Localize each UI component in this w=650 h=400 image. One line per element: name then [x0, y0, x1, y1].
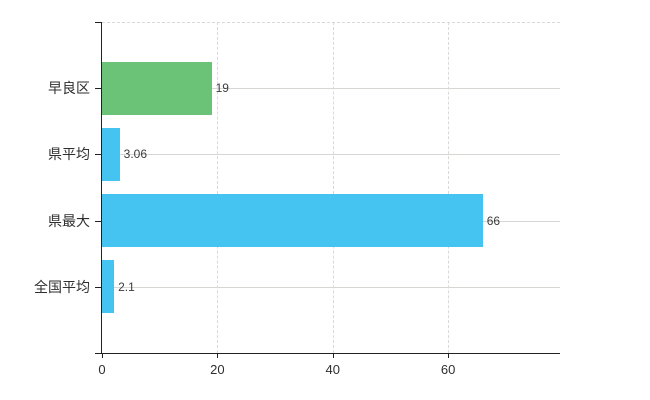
- category-label-県最大: 県最大: [48, 212, 90, 229]
- y-axis-line: [101, 22, 102, 353]
- bar-県最大: [102, 194, 483, 248]
- category-label-全国平均: 全国平均: [34, 278, 90, 295]
- horizontal-gridline: [102, 154, 560, 156]
- horizontal-gridline: [102, 88, 560, 90]
- bar-value-label: 3.06: [123, 147, 147, 162]
- x-tick-label: 20: [210, 362, 225, 377]
- x-tick-label: 60: [440, 362, 456, 377]
- bar-県平均: [102, 127, 120, 181]
- x-axis-tick: [448, 353, 450, 358]
- bar-value-label: 2.1: [118, 279, 135, 294]
- y-axis-tick: [95, 286, 101, 288]
- category-label-早良区: 早良区: [48, 80, 90, 97]
- y-axis-tick: [95, 154, 101, 156]
- y-axis-tick: [95, 88, 101, 90]
- plot-top-border: [102, 22, 560, 23]
- horizontal-gridline: [102, 286, 560, 288]
- y-axis-cap-tick: [95, 22, 101, 23]
- x-axis-line: [101, 353, 560, 354]
- x-tick-label: 0: [98, 362, 106, 377]
- vertical-gridline: [217, 22, 219, 353]
- bar-早良区: [102, 61, 212, 115]
- category-label-県平均: 県平均: [48, 146, 90, 163]
- bar-value-label: 19: [215, 81, 229, 96]
- vertical-gridline: [448, 22, 450, 353]
- y-axis-tick: [95, 220, 101, 222]
- x-axis-tick: [332, 353, 334, 358]
- plot-area: 19 早良区 3.06 県平均 66 県最大 2.1 全国平均 0 20 40 60: [34, 22, 560, 377]
- bar-全国平均: [102, 260, 115, 314]
- vertical-gridline: [332, 22, 334, 353]
- x-axis-tick: [102, 353, 103, 358]
- x-tick-label: 40: [325, 362, 340, 377]
- x-axis-tick: [217, 353, 219, 358]
- bar-value-label: 66: [486, 213, 501, 228]
- y-axis-cap-tick: [95, 353, 101, 354]
